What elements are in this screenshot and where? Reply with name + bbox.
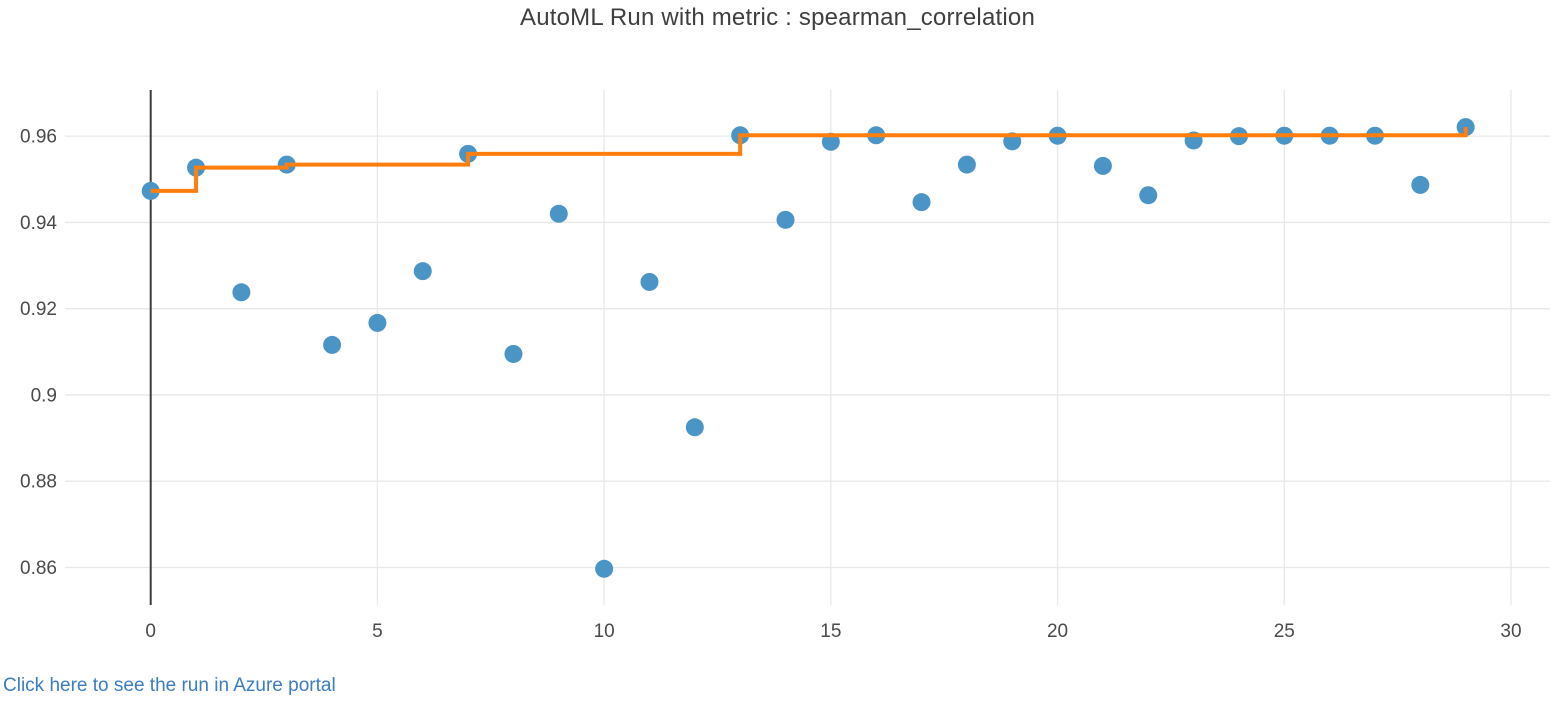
y-tick-label: 0.9: [31, 385, 57, 406]
data-point[interactable]: [323, 335, 342, 354]
automl-metric-chart[interactable]: 0.86 0.88 0.9 0.92 0.94 0.96 0 5 10 15 20 25 30: [0, 0, 1555, 660]
x-tick-label: 5: [372, 621, 383, 642]
data-point[interactable]: [776, 210, 795, 229]
x-tick-label: 20: [1047, 621, 1068, 642]
best-metric-step-line: [150, 127, 1468, 193]
x-tick-label: 15: [820, 621, 841, 642]
axis-tick-labels: 0.86 0.88 0.9 0.92 0.94 0.96 0 5 10 15 20 25 30: [20, 127, 1522, 642]
data-point[interactable]: [413, 262, 432, 281]
data-point[interactable]: [232, 283, 251, 302]
data-point[interactable]: [504, 344, 523, 363]
y-tick-label: 0.94: [20, 213, 57, 234]
metric-scatter-points[interactable]: [141, 118, 1475, 578]
data-point[interactable]: [368, 313, 387, 332]
x-tick-label: 25: [1274, 621, 1295, 642]
data-point[interactable]: [549, 204, 568, 223]
data-point[interactable]: [1139, 186, 1158, 205]
x-tick-label: 0: [145, 621, 156, 642]
y-tick-label: 0.86: [20, 558, 57, 579]
data-point[interactable]: [1411, 175, 1430, 194]
y-tick-label: 0.96: [20, 127, 57, 148]
data-point[interactable]: [685, 418, 704, 437]
x-tick-label: 30: [1500, 621, 1521, 642]
data-point[interactable]: [957, 155, 976, 174]
data-point[interactable]: [912, 193, 931, 212]
data-point[interactable]: [1093, 156, 1112, 175]
azure-portal-link[interactable]: Click here to see the run in Azure porta…: [3, 675, 336, 696]
x-tick-label: 10: [594, 621, 615, 642]
y-tick-label: 0.92: [20, 299, 57, 320]
data-point[interactable]: [640, 272, 659, 291]
y-tick-label: 0.88: [20, 472, 57, 493]
chart-title: AutoML Run with metric : spearman_correl…: [520, 4, 1035, 31]
data-point[interactable]: [595, 559, 614, 578]
